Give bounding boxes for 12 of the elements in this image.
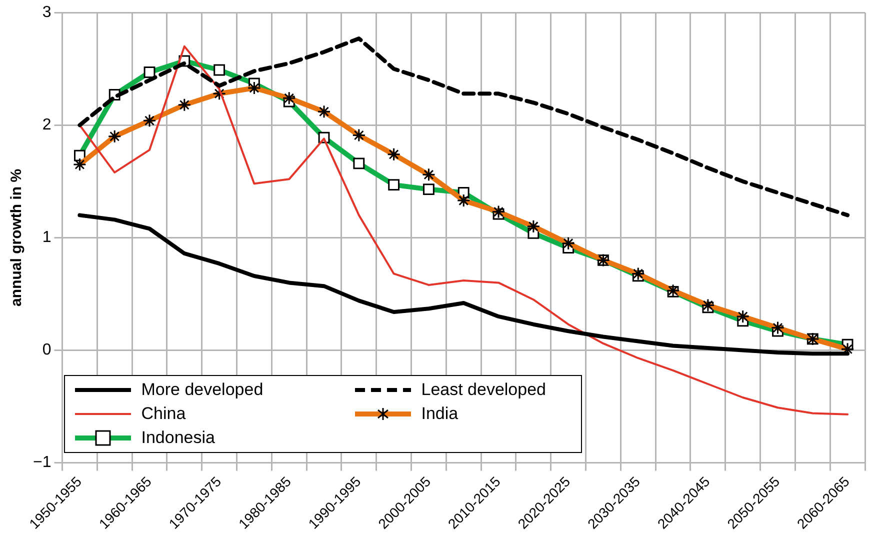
y-axis-title: annual growth in % xyxy=(8,168,26,306)
legend-label: Indonesia xyxy=(141,428,215,448)
line-series xyxy=(78,36,850,218)
legend-label: More developed xyxy=(141,380,264,400)
y-tick-label: 2 xyxy=(42,116,52,134)
y-tick-label: 0 xyxy=(42,342,52,359)
legend-label: Least developed xyxy=(421,380,546,400)
legend-label: India xyxy=(421,404,458,424)
legend-label: China xyxy=(141,404,186,424)
y-tick-label: 1 xyxy=(42,229,52,246)
y-tick-label: 3 xyxy=(42,4,52,22)
y-tick-label: −1 xyxy=(32,454,52,472)
